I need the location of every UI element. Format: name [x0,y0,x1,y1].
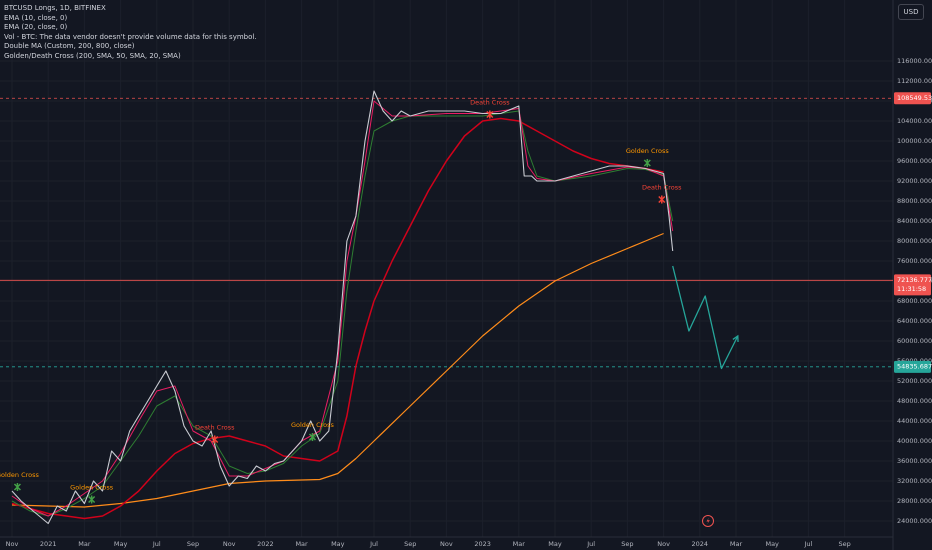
time-tick-label: Sep [404,540,416,548]
time-tick-label: Jul [586,540,595,548]
series-ema20 [11,110,674,517]
price-tick-label: 104000.0000 [897,117,932,125]
price-badges: 108549.5311 72136.777411:31:58 54835.6879 [894,92,932,373]
bottom-price-badge [894,360,931,373]
indicator-double-ma[interactable]: Double MA (Custom, 200, 800, close) [4,42,135,51]
price-tick-label: 100000.0000 [897,137,932,145]
time-tick-label: Nov [6,540,19,548]
cross-star-icon [211,435,219,444]
death-cross-label: Death Cross [642,184,682,192]
flash-icon[interactable] [702,515,714,527]
price-tick-label: 80000.0000 [897,237,932,245]
golden-cross-label: Golden Cross [0,471,40,479]
time-tick-label: Sep [621,540,633,548]
price-tick-label: 60000.0000 [897,337,932,345]
cross-star-icon [308,433,316,441]
price-tick-label: 84000.0000 [897,217,932,225]
current-price-badge-text: 72136.7774 [897,276,932,284]
cross-star-icon [658,195,666,204]
price-tick-label: 36000.0000 [897,457,932,465]
currency-button[interactable]: USD [898,4,924,20]
time-axis[interactable]: Nov 2021 Mar May Jul Sep Nov 2022 Mar May Jul Sep No… [6,540,851,548]
cross-star-icon [13,483,21,491]
price-tick-label: 32000.0000 [897,477,932,485]
time-tick-label: May [548,540,562,548]
series-ma200 [11,117,664,520]
price-tick-label: 64000.0000 [897,317,932,325]
time-tick-label: Nov [657,540,670,548]
time-tick-label: 2024 [692,540,709,548]
golden-cross-label: Golden Cross [291,421,335,429]
price-tick-label: 96000.0000 [897,157,932,165]
time-tick-label: May [331,540,345,548]
time-tick-label: Jul [369,540,378,548]
price-tick-label: 40000.0000 [897,437,932,445]
time-tick-label: Jul [152,540,161,548]
cross-star-icon [88,495,96,504]
indicator-ema20[interactable]: EMA (20, close, 0) [4,23,68,32]
golden-cross-label: Golden Cross [626,147,670,155]
price-tick-label: 112000.0000 [897,77,932,85]
time-tick-label: Sep [187,540,199,548]
death-cross-label: Death Cross [195,424,235,432]
time-tick-label: Mar [78,540,91,548]
current-price-badge-text: 11:31:58 [897,285,926,293]
bottom-price-badge-text: 54835.6879 [897,362,932,370]
time-tick-label: Mar [513,540,526,548]
price-tick-label: 44000.0000 [897,417,932,425]
price-tick-label: 28000.0000 [897,497,932,505]
price-axis[interactable]: 24000.0000 28000.0000 32000.0000 36000.0000… [897,57,932,525]
time-tick-label: May [765,540,779,548]
time-tick-label: 2023 [474,540,491,548]
projection-arrowhead [732,334,739,343]
current-price-badge [894,274,931,296]
price-tick-label: 92000.0000 [897,177,932,185]
price-tick-label: 76000.0000 [897,257,932,265]
series-ma800 [11,232,664,508]
time-tick-label: May [114,540,128,548]
cross-star-icon [486,110,494,119]
chart-grid [0,0,894,550]
cross-markers: Golden Cross Golden Cross Death Cross Golde… [0,99,682,504]
price-level-lines [0,97,893,368]
series-price [11,90,674,525]
indicator-volume[interactable]: Vol - BTC: The data vendor doesn't provi… [4,32,257,41]
time-tick-label: 2022 [257,540,274,548]
time-tick-label: Mar [730,540,743,548]
time-tick-label: Mar [295,540,308,548]
indicator-ema10[interactable]: EMA (10, close, 0) [4,13,68,22]
price-tick-label: 68000.0000 [897,297,932,305]
series-projection [672,265,739,370]
symbol-title[interactable]: BTCUSD Longs, 1D, BITFINEX [4,4,106,12]
price-tick-label: 52000.0000 [897,377,932,385]
time-tick-label: Sep [838,540,850,548]
golden-cross-label: Golden Cross [70,484,114,492]
chart-legend: BTCUSD Longs, 1D, BITFINEX EMA (10, clos… [4,4,257,62]
chart-series [11,90,739,525]
time-tick-label: Nov [223,540,236,548]
top-price-badge [894,92,931,105]
price-tick-label: 48000.0000 [897,397,932,405]
time-tick-label: Jul [803,540,812,548]
death-cross-label: Death Cross [470,99,510,107]
price-tick-label: 24000.0000 [897,517,932,525]
price-tick-label: 88000.0000 [897,197,932,205]
cross-star-icon [643,159,651,167]
indicator-golden-death-cross[interactable]: Golden/Death Cross (200, SMA, 50, SMA, 2… [4,51,181,60]
time-tick-label: 2021 [40,540,57,548]
price-tick-label: 116000.0000 [897,57,932,65]
time-tick-label: Nov [440,540,453,548]
top-price-badge-text: 108549.5311 [897,94,932,102]
